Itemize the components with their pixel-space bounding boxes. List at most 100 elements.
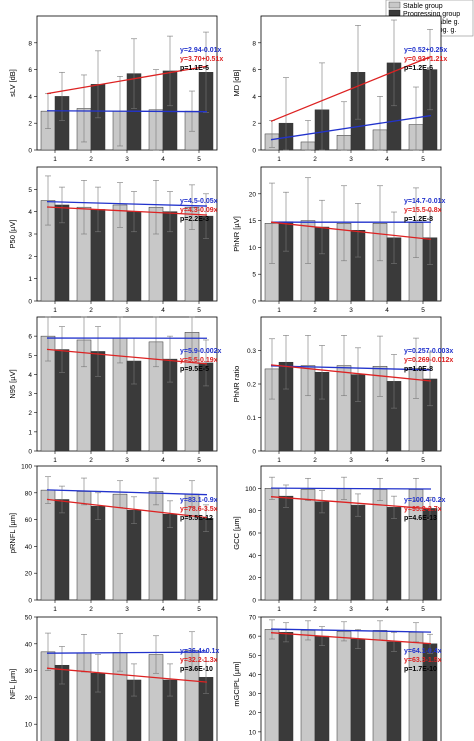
chart-panel: 0 2 4 6 8 1 2 3 4 5 MD [dB] y=0.52+0.25x y=0.93+1.21… — [232, 15, 447, 163]
bar-progressing — [90, 505, 106, 601]
x-tick-label: 3 — [349, 606, 353, 613]
x-tick-label: 1 — [277, 457, 281, 464]
equation-progressing: y=0.269-0.012x — [404, 357, 453, 364]
chart-panel: 0 0.1 0.2 0.3 1 2 3 4 5 PhNR ratio y=0.257-0.003x y… — [232, 316, 453, 464]
y-tick-label: 4 — [28, 372, 32, 379]
equation-progressing: y=15.5-0.8x — [404, 207, 442, 214]
bar-progressing — [278, 632, 294, 741]
y-tick-label: 0.3 — [247, 348, 256, 355]
y-axis-label: NFL [µm] — [8, 669, 17, 700]
y-tick-label: 0 — [252, 598, 256, 605]
y-tick-label: 0.1 — [247, 415, 256, 422]
y-axis-label: PhNR ratio — [232, 366, 241, 403]
y-tick-label: 15 — [249, 218, 257, 225]
equation-stable: y=0.52+0.25x — [404, 47, 447, 54]
x-tick-label: 3 — [125, 606, 129, 613]
bar-progressing — [386, 641, 402, 741]
y-axis-label: PhNR [µV] — [232, 216, 241, 252]
y-tick-label: 4 — [28, 209, 32, 216]
x-tick-label: 3 — [349, 156, 353, 163]
y-tick-label: 6 — [28, 334, 32, 341]
chart-panel: 01020304050607012345mGCIPL [µm]y=64.1-0.… — [232, 615, 442, 741]
fit-line-stable — [270, 628, 432, 633]
fit-line-stable — [270, 114, 432, 141]
y-tick-label: 0 — [28, 449, 32, 456]
x-tick-label: 2 — [313, 307, 317, 314]
y-tick-label: 6 — [28, 67, 32, 74]
y-tick-label: 20 — [249, 575, 257, 582]
fit-line-stable — [270, 365, 432, 371]
bar-progressing — [350, 504, 366, 601]
y-tick-label: 5 — [28, 187, 32, 194]
legend-swatch-progressing — [388, 9, 401, 17]
y-tick-label: 0 — [252, 148, 256, 155]
bar-stable — [76, 491, 92, 601]
fit-line-progressing — [46, 65, 208, 95]
y-tick-label: 20 — [249, 710, 257, 717]
x-tick-label: 1 — [53, 307, 57, 314]
x-tick-label: 3 — [349, 457, 353, 464]
y-axis-label: N95 [µV] — [8, 369, 17, 398]
x-tick-label: 5 — [421, 606, 425, 613]
x-tick-label: 3 — [125, 156, 129, 163]
equation-progressing: y=32.2-1.3x — [180, 657, 218, 664]
p-value: p=1.1E-6 — [180, 65, 209, 72]
y-tick-label: 0 — [28, 148, 32, 155]
x-tick-label: 5 — [197, 156, 201, 163]
y-axis-label: mGCIPL [µm] — [232, 661, 241, 706]
y-tick-label: 30 — [249, 691, 257, 698]
legend-swatch-stable — [388, 1, 401, 9]
x-tick-label: 2 — [89, 156, 93, 163]
bar-stable — [372, 630, 388, 741]
x-tick-label: 1 — [277, 156, 281, 163]
x-tick-label: 5 — [197, 457, 201, 464]
y-tick-label: 10 — [249, 245, 257, 252]
bar-stable — [148, 491, 164, 601]
x-tick-label: 4 — [161, 307, 165, 314]
p-value: p=1.2E-6 — [404, 65, 433, 72]
chart-panel: 0 1 2 3 4 5 6 1 2 3 4 5 N95 [µV] y=5.9-0.002x y=5.5-0.… — [8, 316, 222, 464]
panels: 0 2 4 6 8 1 2 3 4 5 sLV [dB] y=2.94-0.01x y=3.70+0.5… — [8, 15, 453, 741]
p-value: p=2.2E-3 — [180, 216, 209, 223]
fit-line-stable — [46, 200, 208, 207]
x-tick-label: 4 — [161, 156, 165, 163]
y-axis-label: GCC [µm] — [232, 516, 241, 550]
x-tick-label: 5 — [421, 457, 425, 464]
bar-progressing — [278, 495, 294, 601]
y-tick-label: 2 — [28, 121, 32, 128]
y-tick-label: 1 — [28, 429, 32, 436]
y-tick-label: 5 — [252, 272, 256, 279]
fit-line-progressing — [270, 632, 432, 645]
fit-line-stable — [270, 487, 432, 490]
y-tick-label: 40 — [249, 553, 257, 560]
x-tick-label: 2 — [89, 606, 93, 613]
bar-stable — [264, 488, 280, 601]
y-tick-label: 10 — [249, 729, 257, 736]
bar-stable — [300, 489, 316, 601]
equation-progressing: y=78.6-3.5x — [180, 506, 218, 513]
p-value: p=1.7E-10 — [404, 666, 437, 673]
equation-stable: y=2.94-0.01x — [180, 47, 222, 54]
bar-stable — [372, 489, 388, 601]
bar-progressing — [314, 635, 330, 741]
y-tick-label: 3 — [28, 391, 32, 398]
bar-stable — [300, 630, 316, 741]
x-tick-label: 5 — [421, 156, 425, 163]
x-tick-label: 5 — [421, 307, 425, 314]
x-tick-label: 1 — [53, 156, 57, 163]
x-tick-label: 4 — [385, 156, 389, 163]
y-tick-label: 60 — [25, 517, 33, 524]
y-tick-label: 3 — [28, 232, 32, 239]
equation-stable: y=14.7-0.01x — [404, 198, 446, 205]
y-tick-label: 20 — [25, 695, 33, 702]
x-tick-label: 2 — [313, 606, 317, 613]
equation-stable: y=4.5-0.05x — [180, 198, 218, 205]
y-tick-label: 50 — [25, 615, 33, 622]
x-tick-label: 1 — [277, 307, 281, 314]
x-tick-label: 2 — [89, 457, 93, 464]
x-tick-label: 3 — [125, 307, 129, 314]
fit-line-progressing — [46, 498, 208, 519]
equation-stable: y=100.4-0.2x — [404, 497, 446, 504]
equation-stable: y=83.1-0.9x — [180, 497, 218, 504]
